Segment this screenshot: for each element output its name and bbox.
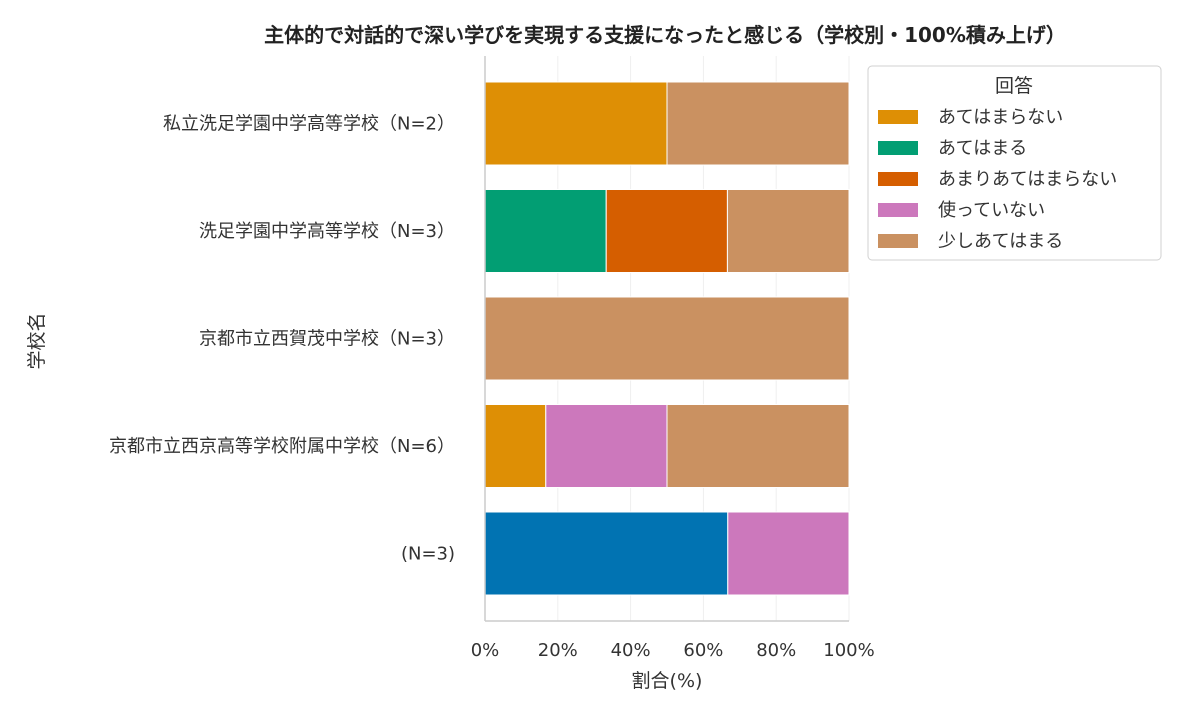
- legend-swatch: [878, 203, 918, 217]
- legend-swatch: [878, 172, 918, 186]
- bar-segment: [666, 404, 850, 488]
- legend-frame: [867, 65, 1162, 261]
- legend-title: 回答: [995, 75, 1033, 97]
- legend-entry: 使っていない: [938, 200, 1045, 221]
- bar-segment: [545, 404, 668, 488]
- legend-swatch: [878, 110, 918, 124]
- chart-title: 主体的で対話的で深い学びを実現する支援になったと感じる（学校別・100%積み上げ…: [264, 23, 1066, 47]
- bar-segment: [726, 189, 850, 273]
- y-axis-label: 学校名: [26, 312, 48, 369]
- x-tick-label: 20%: [538, 640, 578, 661]
- y-tick-label: 洗足学園中学高等学校（N=3）: [199, 221, 455, 242]
- bar-segment: [666, 81, 850, 166]
- bar-segment: [484, 189, 607, 273]
- legend-entry: あまりあてはまらない: [938, 169, 1117, 190]
- x-tick-label: 100%: [823, 640, 874, 661]
- legend-entry: あてはまる: [938, 138, 1027, 159]
- bar-segment: [484, 296, 850, 381]
- legend-swatch: [878, 234, 918, 248]
- bar-segment: [484, 511, 729, 596]
- x-tick-label: 0%: [471, 640, 500, 661]
- y-tick-label: 私立洗足学園中学高等学校（N=2）: [163, 114, 455, 135]
- bar-segment: [605, 189, 728, 273]
- x-tick-labels: 0% 20% 40% 60% 80% 100%: [471, 640, 875, 661]
- legend-swatch: [878, 141, 918, 155]
- bar-segment: [484, 404, 547, 488]
- y-tick-labels: 私立洗足学園中学高等学校（N=2） 洗足学園中学高等学校（N=3） 京都市立西賀茂中…: [109, 114, 455, 565]
- x-tick-label: 80%: [756, 640, 796, 661]
- bar-segment: [484, 81, 668, 166]
- bars: [484, 81, 850, 596]
- y-tick-label: 京都市立西京高等学校附属中学校（N=6）: [109, 436, 455, 457]
- bar-segment: [727, 511, 850, 596]
- x-tick-label: 40%: [611, 640, 651, 661]
- y-tick-label: (N=3): [401, 544, 455, 565]
- y-tick-label: 京都市立西賀茂中学校（N=3）: [199, 329, 455, 350]
- x-tick-label: 60%: [683, 640, 723, 661]
- legend-entry: あてはまらない: [938, 107, 1063, 128]
- x-axis-label: 割合(%): [632, 670, 703, 692]
- legend-entry: 少しあてはまる: [938, 231, 1063, 252]
